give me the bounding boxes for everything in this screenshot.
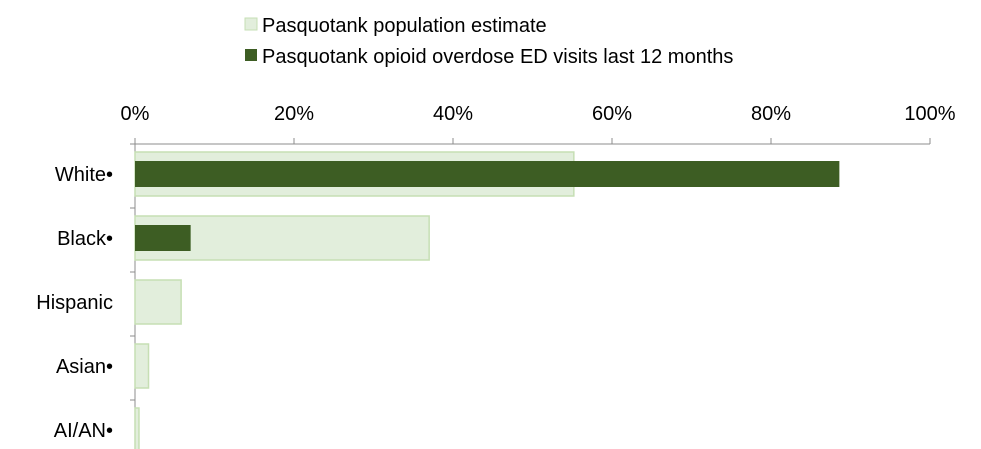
- x-tick-label: 60%: [592, 103, 632, 125]
- bars: [134, 151, 840, 449]
- legend-label-1: Pasquotank opioid overdose ED visits las…: [262, 46, 733, 68]
- category-label: Hispanic: [36, 292, 113, 314]
- x-tick-label: 100%: [904, 103, 955, 125]
- ed-visits-bar: [135, 161, 840, 187]
- category-label: Black•: [57, 228, 113, 250]
- ed-visits-bar: [135, 225, 191, 251]
- x-tick-label: 0%: [121, 103, 150, 125]
- y-axis: White• Black• Hispanic Asian• AI/AN•: [36, 143, 136, 449]
- category-label: AI/AN•: [54, 420, 113, 442]
- population-bar: [134, 407, 140, 449]
- x-axis: 0% 20% 40% 60% 80% 100%: [121, 103, 956, 145]
- population-bar: [134, 279, 182, 325]
- category-label: White•: [55, 164, 113, 186]
- population-bar: [134, 343, 150, 389]
- legend: Pasquotank population estimate Pasquotank…: [244, 15, 733, 68]
- x-tick-label: 80%: [751, 103, 791, 125]
- legend-swatch-1: [245, 49, 257, 61]
- x-tick-label: 40%: [433, 103, 473, 125]
- legend-swatch-0: [244, 17, 258, 31]
- legend-label-0: Pasquotank population estimate: [262, 15, 547, 37]
- category-label: Asian•: [56, 356, 113, 378]
- x-tick-label: 20%: [274, 103, 314, 125]
